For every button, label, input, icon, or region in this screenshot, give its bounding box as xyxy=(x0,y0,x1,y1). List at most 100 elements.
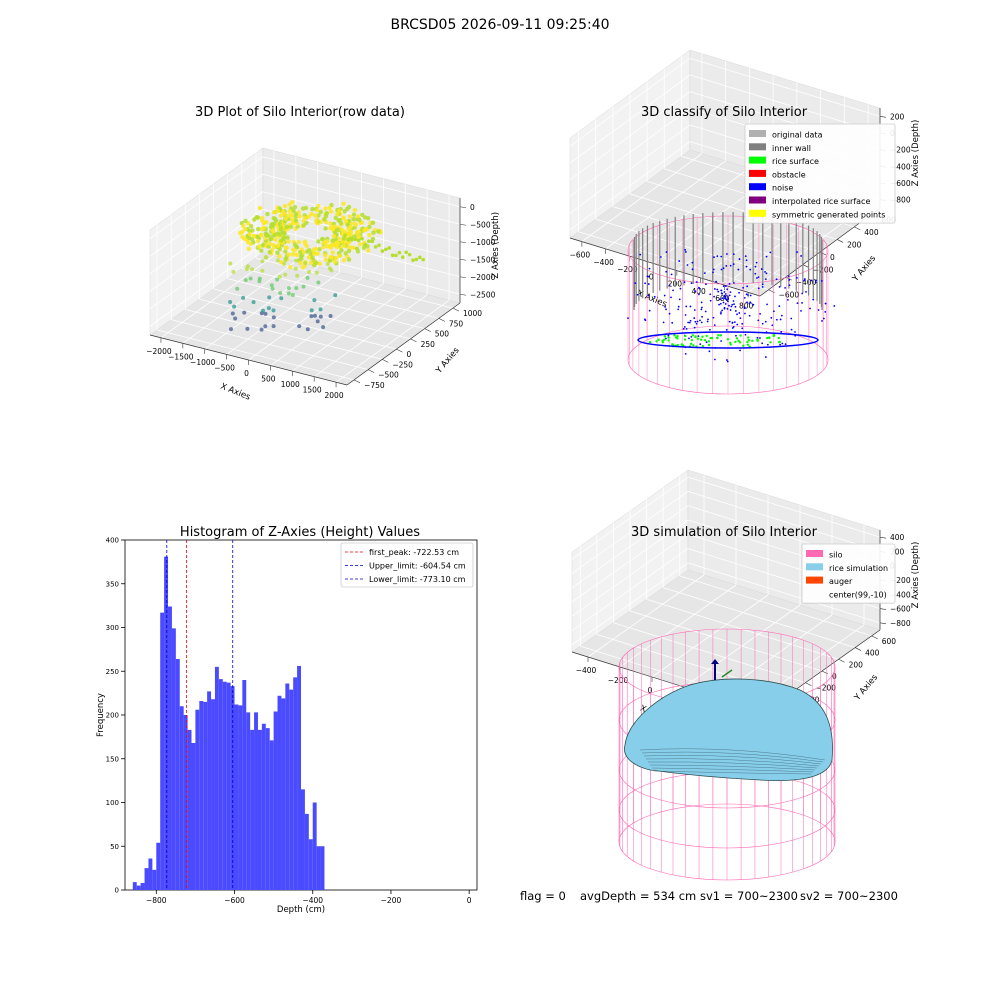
noise-point xyxy=(682,327,685,330)
histogram-bar xyxy=(187,729,192,890)
noise-point xyxy=(796,302,799,305)
noise-point xyxy=(706,320,709,323)
tick xyxy=(382,359,389,363)
noise-point xyxy=(739,317,742,320)
noise-point xyxy=(727,298,729,300)
noise-point xyxy=(788,284,791,287)
data-point xyxy=(255,234,260,239)
chart-title: Histogram of Z-Axies (Height) Values xyxy=(180,525,420,540)
data-point xyxy=(241,223,246,229)
data-point xyxy=(296,239,302,245)
noise-point xyxy=(733,303,735,306)
histogram-bar xyxy=(164,556,169,890)
data-point xyxy=(228,261,233,266)
data-point xyxy=(332,259,338,264)
data-point xyxy=(260,243,265,248)
rice-surface-point xyxy=(667,336,670,339)
y-tick-label: 350 xyxy=(106,580,119,588)
data-point xyxy=(286,252,291,257)
data-point xyxy=(370,220,376,226)
noise-point xyxy=(764,356,767,358)
data-point xyxy=(259,248,264,253)
noise-point xyxy=(668,312,671,315)
tick xyxy=(838,659,845,663)
data-point xyxy=(377,243,381,248)
data-point xyxy=(307,247,312,253)
noise-point xyxy=(646,275,649,278)
x-tick-label: −1500 xyxy=(168,352,194,361)
noise-point xyxy=(720,311,722,314)
tick xyxy=(854,226,861,231)
noise-point xyxy=(778,285,781,288)
data-point xyxy=(260,268,265,273)
noise-point xyxy=(803,278,806,280)
tick xyxy=(459,206,467,209)
y-tick-label: 100 xyxy=(106,799,119,807)
noise-point xyxy=(720,340,723,342)
data-point xyxy=(348,245,354,250)
data-point xyxy=(337,208,342,213)
rice-surface-point xyxy=(648,340,652,344)
data-point xyxy=(269,222,274,227)
histogram-bar xyxy=(250,729,255,890)
data-point xyxy=(298,254,304,259)
noise-point xyxy=(647,283,650,285)
grid-line xyxy=(629,610,823,672)
silo-rim xyxy=(627,325,829,395)
noise-point xyxy=(780,331,783,333)
tick xyxy=(802,264,809,268)
grid-line xyxy=(571,505,689,589)
noise-point xyxy=(678,298,681,301)
rice-surface-point xyxy=(777,336,780,340)
noise-point xyxy=(716,288,719,291)
data-point xyxy=(257,276,262,281)
noise-point xyxy=(796,276,798,279)
x-tick-label: −200 xyxy=(381,896,402,905)
noise-point xyxy=(723,297,725,300)
data-point xyxy=(260,259,265,264)
noise-point xyxy=(726,360,729,363)
data-point xyxy=(313,213,318,218)
data-point xyxy=(323,226,328,231)
histogram-bar xyxy=(312,802,317,890)
noise-point xyxy=(810,279,813,282)
data-point xyxy=(305,327,310,332)
noise-point xyxy=(773,310,775,313)
rice-surface-point xyxy=(694,335,697,339)
data-point xyxy=(275,208,281,214)
noise-point xyxy=(723,295,726,298)
grid-line xyxy=(270,283,384,366)
noise-point xyxy=(748,314,751,317)
data-point xyxy=(355,249,361,254)
data-point xyxy=(341,257,347,263)
data-point xyxy=(277,254,282,259)
data-point xyxy=(270,286,275,291)
y-tick-label: 50 xyxy=(110,843,119,851)
noise-point xyxy=(724,297,727,300)
data-point xyxy=(272,244,277,250)
histogram-bar xyxy=(148,858,153,890)
legend-label: original data xyxy=(772,131,823,140)
data-point xyxy=(285,235,290,240)
noise-point xyxy=(760,268,763,270)
noise-point xyxy=(705,341,708,344)
noise-point xyxy=(721,292,724,295)
data-point xyxy=(337,253,342,258)
legend-swatch xyxy=(806,576,823,584)
data-point xyxy=(290,292,295,297)
grid-line xyxy=(689,57,881,117)
noise-point xyxy=(764,270,766,273)
grid-line xyxy=(262,226,461,278)
legend-label: inner wall xyxy=(772,144,811,153)
grid-line xyxy=(204,266,318,350)
data-point xyxy=(313,246,318,252)
histogram-bar xyxy=(238,705,243,890)
rice-surface-point xyxy=(703,339,707,342)
grid-line xyxy=(213,288,411,340)
surface-contour xyxy=(651,767,814,773)
data-point xyxy=(340,239,345,244)
grid-line xyxy=(663,587,856,648)
noise-point xyxy=(744,255,747,258)
data-point xyxy=(247,231,252,237)
histogram-bar xyxy=(168,606,172,890)
